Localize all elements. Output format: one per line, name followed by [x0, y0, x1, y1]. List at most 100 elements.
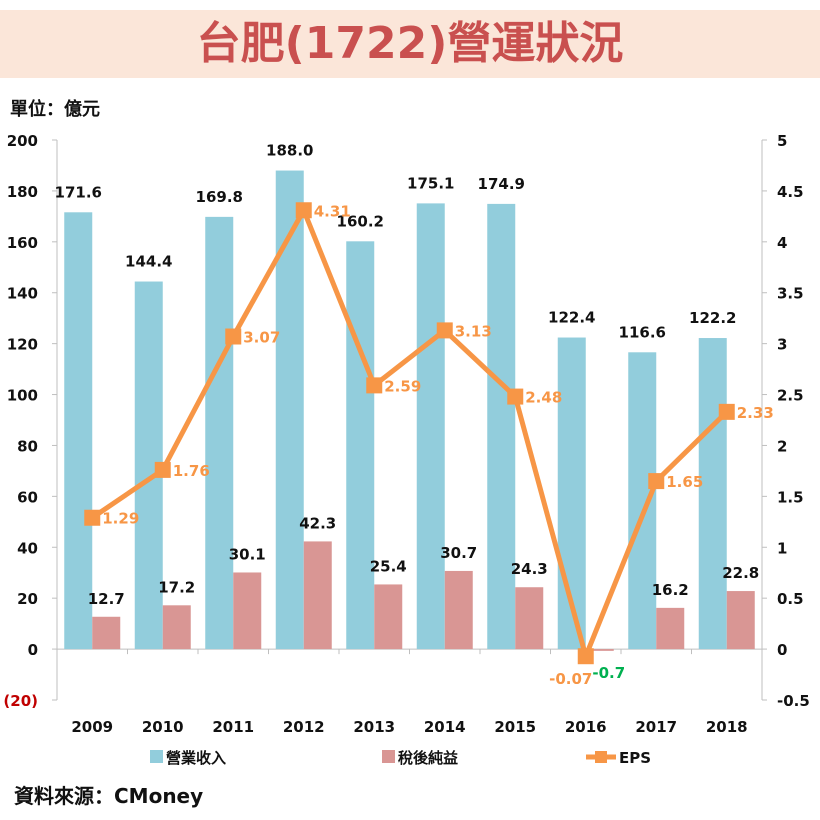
net-profit-bar: [515, 587, 544, 650]
revenue-data-label: 188.0: [266, 142, 313, 160]
x-tick-label: 2017: [635, 718, 677, 736]
left-tick-label: 160: [7, 234, 38, 252]
left-tick-label: 40: [17, 539, 38, 557]
eps-data-label: 1.65: [666, 473, 703, 491]
right-tick-label: 4.5: [777, 183, 804, 201]
x-tick-label: 2009: [71, 718, 113, 736]
eps-marker: [295, 202, 312, 219]
revenue-data-label: 160.2: [337, 212, 384, 230]
left-tick-label: (20): [3, 692, 38, 710]
revenue-data-label: 122.2: [689, 309, 736, 327]
x-tick-label: 2016: [565, 718, 607, 736]
chart-title: 台肥(1722)營運狀況: [196, 18, 624, 69]
net-profit-data-label: 22.8: [722, 564, 759, 582]
right-tick-label: 1.5: [777, 488, 804, 506]
left-tick-label: 140: [7, 285, 38, 303]
revenue-data-label: 171.6: [55, 183, 102, 201]
net-profit-data-label: 30.7: [440, 544, 477, 562]
right-tick-label: 3.5: [777, 285, 804, 303]
left-tick-label: 120: [7, 336, 38, 354]
right-tick-label: 2: [777, 437, 787, 455]
x-tick-label: 2014: [424, 718, 466, 736]
legend-swatch: [382, 750, 395, 763]
net-profit-data-label: 24.3: [511, 560, 548, 578]
revenue-bar: [346, 241, 375, 650]
net-profit-data-label: 42.3: [299, 514, 336, 532]
net-profit-bar: [303, 541, 332, 650]
unit-label: 單位：億元: [10, 99, 100, 120]
eps-marker: [648, 473, 665, 490]
revenue-data-label: 116.6: [619, 323, 666, 341]
left-tick-label: 180: [7, 183, 38, 201]
left-tick-label: 20: [17, 590, 38, 608]
eps-data-label: 1.76: [173, 462, 210, 480]
right-tick-label: 3: [777, 336, 787, 354]
net-profit-bar: [444, 570, 473, 650]
left-tick-label: 80: [17, 437, 38, 455]
eps-data-label: 2.48: [525, 389, 562, 407]
left-tick-label: 0: [28, 641, 38, 659]
eps-data-label: -0.07: [549, 670, 592, 688]
x-tick-label: 2013: [353, 718, 395, 736]
net-profit-data-label: 30.1: [229, 545, 266, 563]
net-profit-bar: [233, 572, 262, 650]
net-profit-data-label: 17.2: [158, 578, 195, 596]
eps-marker: [84, 509, 101, 526]
net-profit-bar: [585, 649, 614, 651]
revenue-data-label: 175.1: [407, 174, 454, 192]
net-profit-data-label: 12.7: [88, 590, 125, 608]
legend-label: 營業收入: [166, 749, 226, 767]
net-profit-data-label: 16.2: [652, 581, 689, 599]
right-tick-label: 2.5: [777, 387, 804, 405]
x-tick-label: 2010: [142, 718, 184, 736]
revenue-data-label: 122.4: [548, 309, 595, 327]
eps-marker: [718, 403, 735, 420]
legend-label: EPS: [619, 749, 651, 767]
net-profit-bar: [726, 591, 755, 650]
net-profit-data-label: 25.4: [370, 557, 407, 575]
eps-data-label: 2.33: [737, 404, 774, 422]
net-profit-bar: [162, 605, 191, 650]
x-tick-label: 2018: [706, 718, 748, 736]
eps-marker: [507, 388, 524, 405]
eps-data-label: 1.29: [102, 510, 139, 528]
revenue-data-label: 169.8: [196, 188, 243, 206]
right-tick-label: 0.5: [777, 590, 804, 608]
legend-swatch: [150, 750, 163, 763]
net-profit-bar: [92, 616, 121, 650]
revenue-bar: [205, 216, 234, 650]
right-tick-label: 1: [777, 539, 787, 557]
eps-marker: [436, 322, 453, 339]
revenue-bar: [487, 203, 516, 650]
eps-marker: [154, 461, 171, 478]
revenue-bar: [275, 170, 304, 650]
left-tick-label: 60: [17, 488, 38, 506]
right-tick-label: 5: [777, 132, 787, 150]
eps-data-label: 3.13: [455, 322, 492, 340]
eps-data-label: 4.31: [314, 202, 351, 220]
x-tick-label: 2012: [283, 718, 325, 736]
right-tick-label: 4: [777, 234, 787, 252]
revenue-bar: [628, 352, 657, 650]
eps-data-label: 2.59: [384, 377, 421, 395]
left-tick-label: 100: [7, 387, 38, 405]
net-profit-bar: [656, 607, 685, 650]
right-tick-label: 0: [777, 641, 787, 659]
x-tick-label: 2015: [494, 718, 536, 736]
revenue-bar: [416, 203, 445, 650]
title-band: [0, 10, 820, 78]
eps-marker: [225, 328, 242, 345]
net-profit-data-label: -0.7: [592, 664, 625, 682]
legend-label: 稅後純益: [398, 749, 458, 767]
right-tick-label: -0.5: [777, 692, 810, 710]
eps-data-label: 3.07: [243, 329, 280, 347]
left-tick-label: 200: [7, 132, 38, 150]
net-profit-bar: [374, 584, 403, 650]
revenue-bar: [698, 338, 727, 650]
source-label: 資料來源：CMoney: [14, 784, 204, 808]
legend-marker-eps: [595, 751, 607, 763]
eps-marker: [577, 648, 594, 665]
eps-marker: [366, 377, 383, 394]
revenue-bar: [64, 212, 93, 650]
